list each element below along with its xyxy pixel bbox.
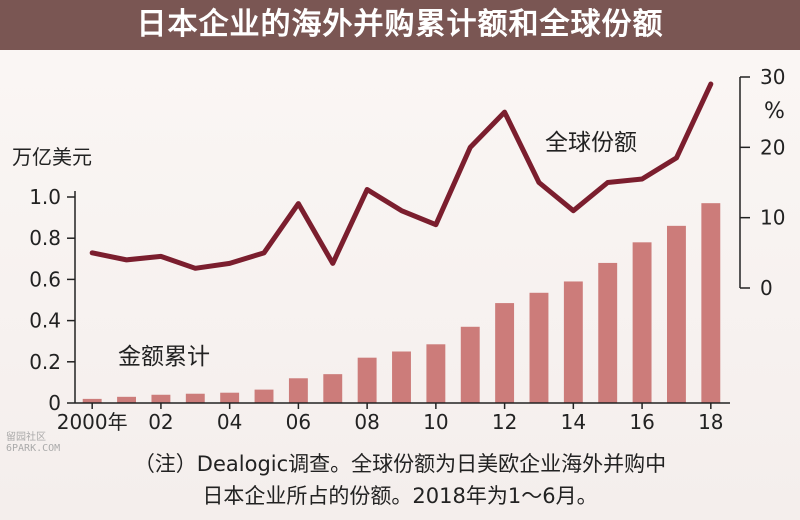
x-tick-label-1: 02 (148, 410, 173, 434)
right-tick-label-3: 30 (760, 65, 785, 89)
x-tick-label-3: 06 (286, 410, 311, 434)
left-tick-label-2: 0.4 (29, 309, 61, 333)
x-tick-label-2: 04 (217, 410, 242, 434)
bar-2003 (185, 393, 205, 403)
bar-2016 (632, 242, 652, 403)
x-tick-label-4: 08 (354, 410, 379, 434)
footnote: （注）Dealogic调查。全球份额为日美欧企业海外并购中 日本企业所占的份额。… (0, 448, 800, 512)
watermark: 留园社区 6PARK.COM (6, 432, 60, 454)
x-tick-label-7: 14 (561, 410, 586, 434)
bar-2000 (82, 398, 102, 403)
bar-2013 (529, 292, 549, 403)
bar-2002 (151, 394, 171, 403)
right-tick-label-0: 0 (760, 276, 773, 300)
footnote-line-2: 日本企业所占的份额。2018年为1～6月。 (202, 484, 598, 508)
x-tick-label-8: 16 (629, 410, 654, 434)
bar-2011 (460, 326, 480, 403)
x-tick-label-0: 2000年 (57, 410, 128, 434)
series-label-share: 全球份额 (545, 130, 637, 156)
bar-2008 (357, 357, 377, 403)
right-tick-label-2: 20 (760, 135, 785, 159)
watermark-top: 留园社区 (6, 432, 46, 443)
right-axis-unit-label: % (764, 99, 785, 124)
bar-2005 (254, 389, 274, 403)
bar-2006 (288, 378, 308, 403)
left-tick-label-4: 0.8 (29, 226, 61, 250)
footnote-line-1: （注）Dealogic调查。全球份额为日美欧企业海外并购中 (133, 452, 667, 476)
bar-2015 (598, 262, 618, 403)
bar-2018 (701, 203, 721, 403)
chart-title: 日本企业的海外并购累计额和全球份额 (0, 0, 800, 50)
left-tick-label-5: 1.0 (29, 185, 61, 209)
x-tick-label-6: 12 (492, 410, 517, 434)
left-axis-unit-label: 万亿美元 (12, 145, 92, 169)
bar-2012 (495, 303, 515, 403)
left-tick-label-1: 0.2 (29, 350, 61, 374)
left-tick-label-3: 0.6 (29, 267, 61, 291)
bar-2014 (563, 281, 583, 403)
bar-2004 (220, 392, 240, 403)
left-tick-label-0: 0 (48, 391, 61, 415)
series-label-cumulative: 金额累计 (118, 344, 210, 370)
bar-2001 (117, 396, 137, 403)
right-tick-label-1: 10 (760, 206, 785, 230)
watermark-bottom: 6PARK.COM (6, 443, 61, 454)
share-line (89, 81, 714, 271)
x-tick-label-9: 18 (698, 410, 723, 434)
bar-2007 (323, 374, 343, 403)
bar-2010 (426, 344, 446, 403)
bar-2009 (392, 351, 411, 403)
chart: 0 0.2 0.4 0.6 0.8 1.0 0 10 20 30 2000年 02 04 06 08 10… (12, 65, 785, 434)
bar-2017 (666, 225, 686, 403)
x-tick-label-5: 10 (423, 410, 448, 434)
